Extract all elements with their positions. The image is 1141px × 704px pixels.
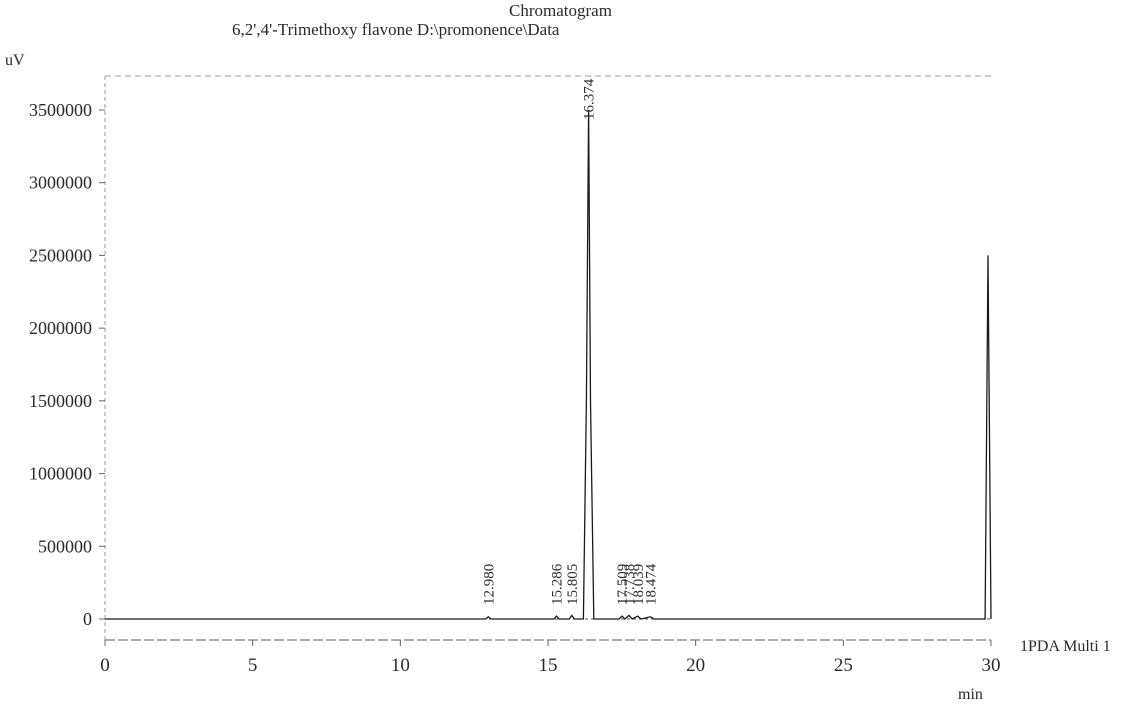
y-tick-label: 500000 bbox=[38, 536, 92, 556]
y-axis-unit: uV bbox=[5, 52, 25, 69]
peak-label: 16.374 bbox=[582, 78, 598, 120]
x-tick-label: 10 bbox=[391, 655, 410, 676]
x-tick-label: 20 bbox=[686, 655, 705, 676]
x-tick-label: 15 bbox=[539, 655, 558, 676]
peak-label: 17.509 bbox=[615, 564, 631, 605]
x-tick-label: 30 bbox=[982, 655, 1001, 676]
peak-label: 12.980 bbox=[481, 564, 497, 605]
series-line bbox=[105, 109, 992, 620]
peak-label: 15.805 bbox=[565, 564, 581, 605]
y-tick-label: 2000000 bbox=[29, 318, 92, 338]
y-tick-label: 1000000 bbox=[29, 464, 92, 484]
chart-subtitle: 6,2',4'-Trimethoxy flavone D:\promonence… bbox=[232, 20, 560, 39]
peak-labels: 12.980 15.286 15.805 16.374 17.50917.73818.0… bbox=[481, 78, 659, 605]
chart-title: Chromatogram bbox=[509, 1, 612, 20]
peak-label: 17.738 bbox=[622, 564, 638, 605]
x-tick-label: 5 bbox=[248, 655, 258, 676]
y-tick-label: 0 bbox=[83, 609, 92, 629]
tick-labels: 0 5 10 15 20 25 30 0 500000 1000000 1500000 2000000… bbox=[29, 100, 1001, 676]
y-tick-label: 3000000 bbox=[29, 173, 92, 193]
peak-label: 15.286 bbox=[549, 563, 565, 605]
signal-trace bbox=[105, 109, 992, 620]
peak-label: 18.039 bbox=[631, 564, 647, 605]
legend-label: 1PDA Multi 1 bbox=[1020, 638, 1111, 655]
y-tick-label: 2500000 bbox=[29, 245, 92, 265]
axes bbox=[104, 75, 991, 641]
x-tick-label: 25 bbox=[834, 655, 853, 676]
peak-label: 18.474 bbox=[644, 563, 660, 605]
y-tick-label: 3500000 bbox=[29, 100, 92, 120]
x-tick-label: 0 bbox=[100, 655, 110, 676]
x-axis-unit: min bbox=[958, 686, 983, 703]
y-tick-label: 1500000 bbox=[29, 391, 92, 411]
